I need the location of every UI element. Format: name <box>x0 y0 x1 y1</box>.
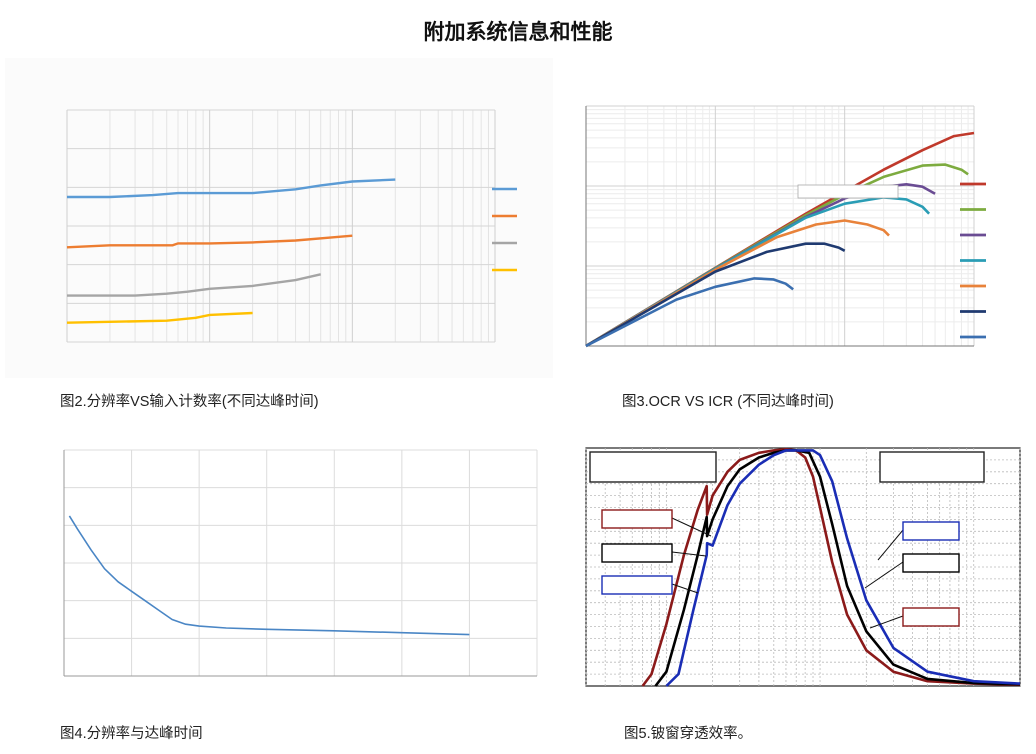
series-line <box>654 449 797 687</box>
series-label-box <box>601 509 673 529</box>
page-title: 附加系统信息和性能 <box>423 21 613 44</box>
series-label-box <box>601 543 673 563</box>
resolution-vs-icr-chart <box>5 58 553 378</box>
caption-fig4: 图4.分辨率与达峰时间 <box>60 726 203 742</box>
right-title-box <box>879 451 985 483</box>
resolution-vs-peaking-time-chart <box>63 449 538 677</box>
series-line <box>67 273 321 297</box>
series-line <box>585 196 931 348</box>
series-line <box>585 277 794 348</box>
caption-fig2: 图2.分辨率VS输入计数率(不同达峰时间) <box>60 394 319 410</box>
series-label-box <box>902 607 960 627</box>
series-line <box>585 219 890 348</box>
series-line <box>796 449 1021 685</box>
series-label-box <box>902 553 960 573</box>
left-title-box <box>589 451 717 483</box>
chart-background <box>5 58 553 378</box>
series-line <box>585 131 975 348</box>
caption-fig5: 图5.铍窗穿透效率。 <box>624 726 753 742</box>
caption-fig3: 图3.OCR VS ICR (不同达峰时间) <box>622 394 834 410</box>
series-line <box>67 178 396 199</box>
label-leader <box>671 583 699 594</box>
series-line <box>795 449 1021 687</box>
series-line <box>66 234 353 249</box>
label-leader <box>869 615 904 629</box>
series-line <box>641 447 797 687</box>
label-leader <box>671 517 712 537</box>
label-leader <box>864 561 904 589</box>
series-line <box>665 449 797 687</box>
efficiency-transmission-chart <box>585 447 1021 687</box>
series-line <box>68 515 470 636</box>
label-leader <box>877 529 904 561</box>
series-line <box>585 242 846 348</box>
series-line <box>66 311 253 324</box>
throughput-chart <box>585 105 986 348</box>
label-leader <box>671 551 707 557</box>
series-line <box>795 449 1021 686</box>
series-label-box <box>601 575 673 595</box>
annotation-box <box>797 184 899 199</box>
series-label-box <box>902 521 960 541</box>
